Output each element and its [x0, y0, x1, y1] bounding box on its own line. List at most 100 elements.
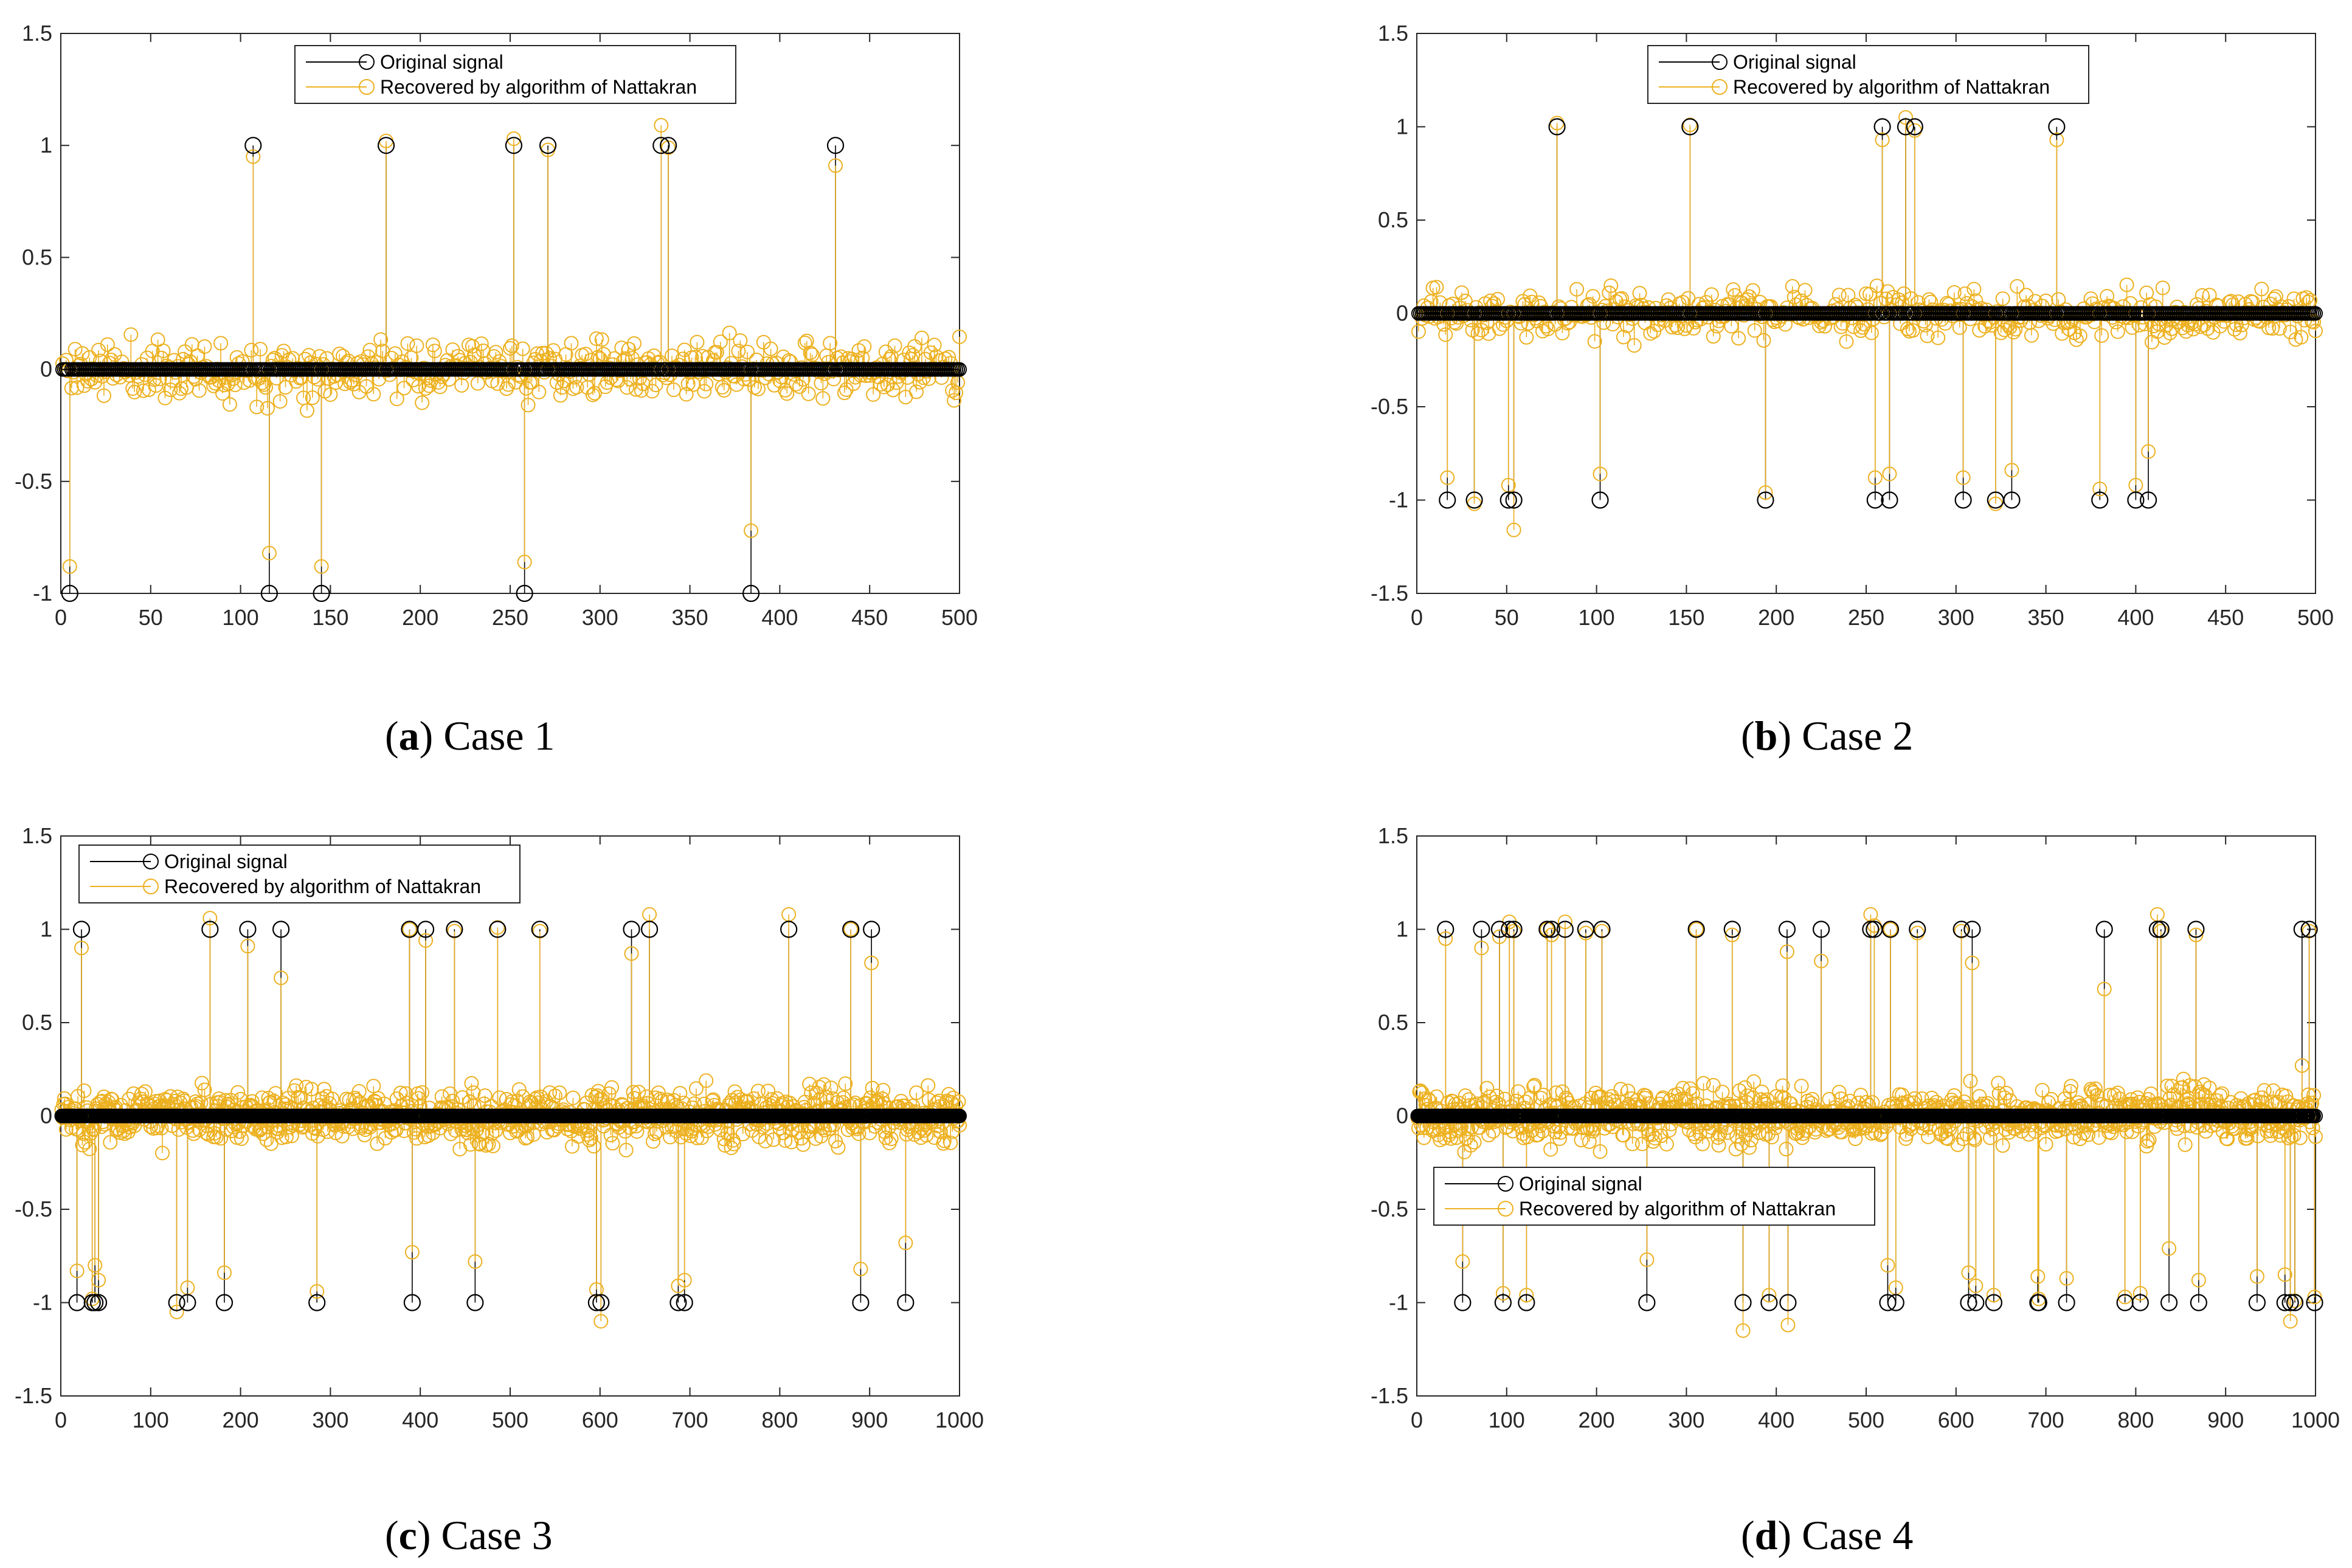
recovered-marker [2006, 325, 2021, 340]
recovered-marker [792, 379, 807, 394]
recovered-marker [837, 385, 852, 401]
recovered-marker [1839, 334, 1854, 349]
original-marker [61, 584, 78, 603]
x-tick-label: 250 [1848, 605, 1884, 630]
recovered-marker [1602, 285, 1617, 300]
x-tick-label: 600 [582, 1407, 618, 1432]
recovered-marker [1848, 297, 1863, 313]
recovered-marker [227, 378, 243, 393]
recovered-marker [2092, 482, 2108, 497]
caption-paren-close: ) [1777, 713, 1791, 759]
recovered-marker [515, 341, 530, 356]
recovered-marker [1747, 323, 1762, 338]
recovered-marker [323, 387, 338, 402]
recovered-marker [1862, 286, 1877, 302]
recovered-marker [157, 390, 173, 406]
original-marker [826, 137, 845, 154]
y-tick-label: -1 [33, 1290, 52, 1315]
recovered-marker [1479, 315, 1495, 330]
recovered-marker [2100, 289, 2115, 304]
x-tick-label: 200 [223, 1407, 259, 1432]
original-marker [516, 584, 533, 603]
recovered-marker [1706, 329, 1721, 344]
recovered-marker [690, 334, 705, 350]
recovered-marker [686, 377, 701, 392]
recovered-marker [123, 327, 139, 342]
recovered-marker [880, 377, 895, 392]
y-tick-label: 0 [40, 357, 52, 382]
y-tick-label: -1.5 [15, 1383, 52, 1408]
recovered-marker [815, 391, 831, 406]
recovered-marker [1898, 110, 1914, 125]
recovered-marker [294, 370, 310, 385]
recovered-marker [1920, 328, 1935, 344]
recovered-marker [851, 343, 866, 358]
recovered-marker [265, 353, 280, 368]
recovered-marker [206, 378, 221, 393]
recovered-marker [589, 331, 604, 346]
recovered-marker [934, 370, 949, 385]
recovered-marker [1903, 291, 1918, 306]
recovered-marker [679, 387, 694, 402]
recovered-marker [801, 386, 816, 401]
recovered-marker [174, 381, 189, 396]
caption-paren-close: ) [420, 713, 434, 759]
recovered-marker [876, 379, 891, 395]
recovered-marker [1946, 285, 1962, 300]
subplot-caption: (b) Case 2 [1741, 713, 1913, 759]
x-tick-label: 700 [672, 1407, 708, 1432]
x-tick-label: 450 [851, 605, 888, 630]
recovered-marker [465, 339, 480, 354]
y-tick-label: 1.5 [22, 21, 52, 46]
recovered-marker [714, 379, 730, 395]
recovered-marker [706, 353, 721, 368]
recovered-marker [2010, 278, 2025, 294]
recovered-marker [396, 381, 412, 396]
recovered-marker [635, 376, 651, 392]
recovered-marker [314, 559, 329, 574]
recovered-marker [585, 387, 600, 402]
recovered-marker [1429, 280, 1444, 295]
x-tick-label: 100 [223, 605, 259, 630]
recovered-marker [949, 385, 964, 401]
x-tick-label: 900 [851, 1407, 888, 1432]
original-marker [660, 137, 677, 154]
recovered-marker [531, 384, 547, 399]
recovered-marker [564, 336, 579, 351]
recovered-marker [887, 338, 902, 353]
recovered-marker [1632, 286, 1647, 301]
recovered-marker [654, 118, 669, 133]
recovered-marker [626, 336, 642, 351]
recovered-marker [2063, 314, 2078, 329]
x-tick-label: 300 [312, 1407, 348, 1432]
recovered-marker [697, 384, 712, 399]
recovered-marker [96, 388, 111, 403]
recovered-marker [1867, 470, 1883, 485]
recovered-marker [1517, 297, 1532, 312]
x-tick-label: 350 [2028, 605, 2064, 630]
recovered-marker [260, 401, 275, 416]
recovered-marker [1540, 321, 1555, 336]
recovered-marker [1957, 286, 1973, 302]
recovered-marker [75, 346, 90, 361]
original-marker [742, 584, 760, 603]
x-tick-label: 0 [55, 1407, 67, 1432]
recovered-marker [1490, 292, 1506, 307]
recovered-marker [885, 382, 901, 398]
recovered-marker [105, 371, 120, 386]
recovered-marker [411, 379, 426, 394]
recovered-marker [197, 339, 212, 354]
recovered-marker [2069, 332, 2084, 347]
recovered-marker [503, 340, 517, 356]
recovered-marker [299, 403, 314, 418]
y-tick-label: -0.5 [15, 1197, 52, 1221]
y-tick-label: 0.5 [1378, 207, 1408, 232]
legend-recovered-label: Recovered by algorithm of Nattakran [1733, 76, 2050, 98]
recovered-marker [740, 344, 755, 359]
recovered-marker [900, 370, 915, 385]
recovered-marker [272, 394, 288, 409]
x-tick-label: 500 [941, 605, 978, 630]
y-tick-label: -1 [33, 581, 52, 606]
recovered-marker [555, 380, 570, 395]
y-tick-label: 1 [1396, 114, 1408, 139]
